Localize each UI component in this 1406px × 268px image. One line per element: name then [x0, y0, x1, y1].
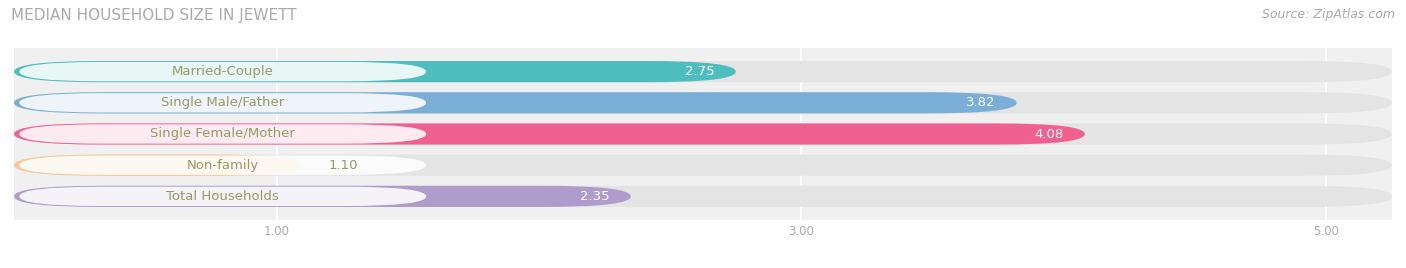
- FancyBboxPatch shape: [14, 61, 735, 82]
- FancyBboxPatch shape: [14, 92, 1017, 113]
- Text: Total Households: Total Households: [166, 190, 278, 203]
- Text: 2.75: 2.75: [685, 65, 714, 78]
- FancyBboxPatch shape: [14, 186, 1392, 207]
- FancyBboxPatch shape: [14, 155, 302, 176]
- FancyBboxPatch shape: [20, 124, 426, 144]
- FancyBboxPatch shape: [20, 93, 426, 113]
- FancyBboxPatch shape: [20, 155, 426, 175]
- FancyBboxPatch shape: [14, 155, 1392, 176]
- Text: 1.10: 1.10: [329, 159, 359, 172]
- Text: MEDIAN HOUSEHOLD SIZE IN JEWETT: MEDIAN HOUSEHOLD SIZE IN JEWETT: [11, 8, 297, 23]
- Text: Single Male/Father: Single Male/Father: [162, 96, 284, 109]
- FancyBboxPatch shape: [14, 123, 1085, 145]
- FancyBboxPatch shape: [14, 61, 1392, 82]
- Text: Source: ZipAtlas.com: Source: ZipAtlas.com: [1261, 8, 1395, 21]
- FancyBboxPatch shape: [20, 187, 426, 206]
- Text: 3.82: 3.82: [966, 96, 995, 109]
- Text: 2.35: 2.35: [581, 190, 610, 203]
- FancyBboxPatch shape: [14, 123, 1392, 145]
- Text: Non-family: Non-family: [187, 159, 259, 172]
- FancyBboxPatch shape: [14, 92, 1392, 113]
- Text: Married-Couple: Married-Couple: [172, 65, 274, 78]
- Text: Single Female/Mother: Single Female/Mother: [150, 128, 295, 140]
- Text: 4.08: 4.08: [1035, 128, 1064, 140]
- FancyBboxPatch shape: [14, 186, 631, 207]
- FancyBboxPatch shape: [20, 62, 426, 81]
